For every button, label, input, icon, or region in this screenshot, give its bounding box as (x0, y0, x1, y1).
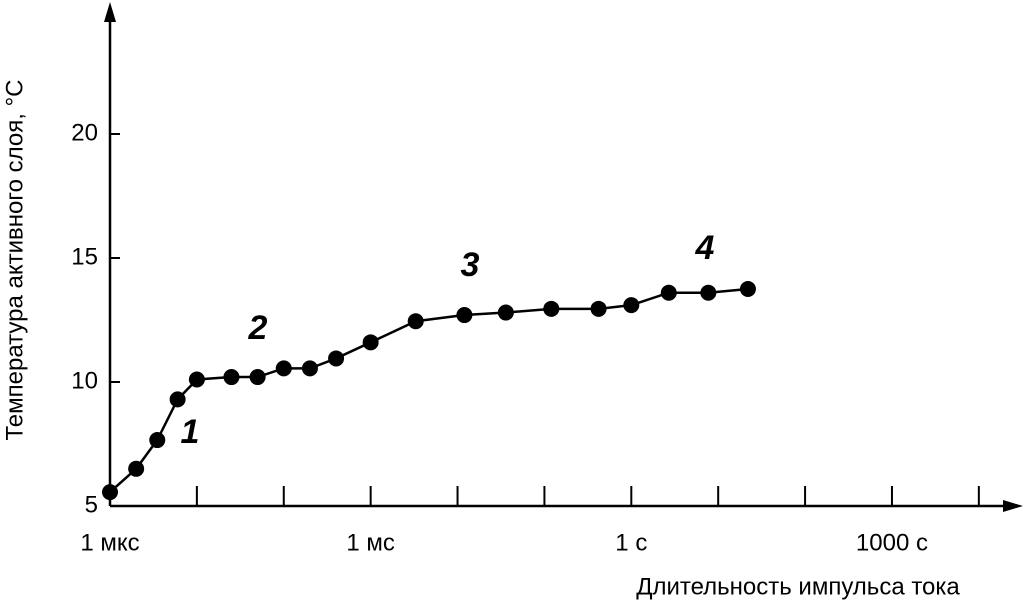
data-point (188, 371, 205, 388)
y-tick-label: 5 (85, 491, 98, 518)
data-point (223, 369, 240, 386)
region-label: 2 (248, 309, 268, 347)
data-point (739, 281, 756, 297)
data-point (128, 460, 145, 477)
x-tick-label: 1 мс (346, 529, 395, 556)
data-point (301, 360, 318, 377)
region-label: 4 (695, 229, 715, 267)
data-point (456, 307, 473, 324)
x-tick-label: 1 мкс (80, 529, 139, 556)
x-axis-label: Длительность импульса тока (636, 573, 960, 600)
x-tick-label: 1000 с (856, 529, 928, 556)
data-point (407, 313, 424, 330)
data-point (249, 369, 266, 386)
y-axis-label: Температура активного слоя, °С (1, 79, 28, 440)
data-point (362, 334, 379, 351)
data-line (109, 287, 749, 494)
data-point (149, 432, 166, 449)
y-tick-label: 15 (71, 243, 98, 270)
x-axis-arrow (1003, 500, 1023, 512)
data-point (623, 297, 640, 314)
data-point (660, 284, 677, 301)
data-point (700, 284, 717, 301)
data-point (275, 360, 292, 377)
region-label: 3 (461, 246, 480, 284)
data-point (590, 300, 607, 317)
data-point (169, 391, 186, 408)
data-point (328, 350, 345, 367)
data-point (102, 484, 118, 501)
y-tick-label: 20 (71, 119, 98, 146)
data-point (543, 300, 560, 317)
x-tick-label: 1 с (615, 529, 647, 556)
data-point (497, 304, 514, 321)
region-label: 1 (181, 413, 200, 451)
y-axis-arrow (104, 2, 116, 22)
y-tick-label: 10 (71, 367, 98, 394)
